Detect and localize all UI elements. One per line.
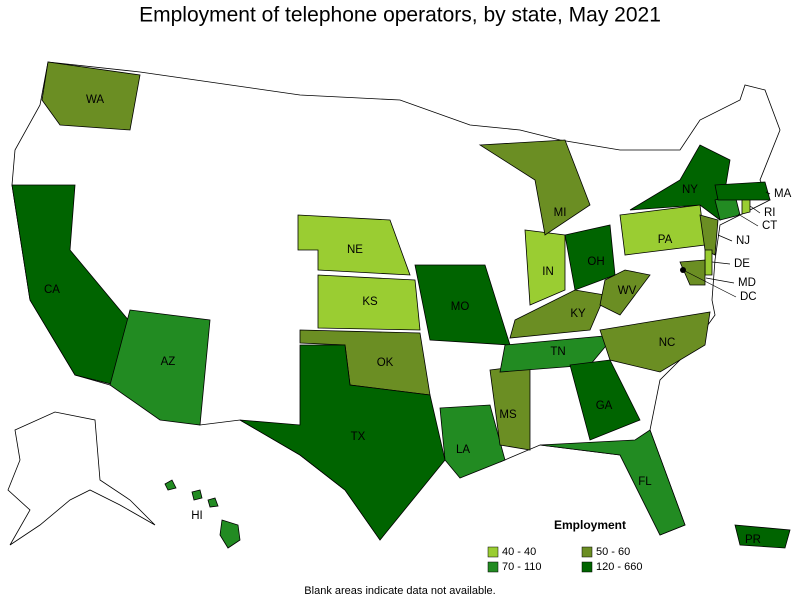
state-label: GA [596, 400, 613, 412]
state-label: PR [745, 534, 761, 546]
state-label: CA [44, 284, 60, 296]
state-label: MS [499, 409, 517, 421]
state [297, 214, 411, 276]
legend-label: 50 - 60 [596, 546, 630, 558]
state-label: RI [764, 207, 776, 219]
state [109, 309, 211, 426]
state [41, 61, 141, 131]
state [599, 311, 711, 373]
leader-line [682, 269, 737, 298]
legend-label: 70 - 110 [502, 561, 542, 573]
state-label: PA [658, 234, 673, 246]
state-label: NC [659, 337, 676, 349]
leader-line [765, 191, 771, 195]
legend-swatch [487, 546, 499, 558]
state-label: NE [347, 244, 363, 256]
state [699, 214, 719, 256]
state-label: MI [554, 207, 567, 219]
legend-label: 120 - 660 [596, 561, 642, 573]
state-label: LA [456, 444, 470, 456]
state [524, 229, 566, 306]
state-label: DE [734, 258, 750, 270]
state-label: MO [451, 301, 470, 313]
state-label: WV [618, 285, 637, 297]
legend-swatch [487, 561, 499, 573]
state-label: FL [638, 476, 652, 488]
state [317, 274, 421, 331]
state [239, 344, 446, 541]
state-label: AZ [161, 356, 176, 368]
state [714, 181, 771, 201]
state [207, 497, 219, 508]
leader-line [717, 234, 733, 242]
state-label: HI [191, 510, 203, 522]
state-label: TN [550, 346, 565, 358]
state [704, 249, 713, 276]
leader-line [737, 213, 759, 227]
state [191, 489, 203, 501]
state [509, 289, 606, 339]
state-label: OH [587, 256, 604, 268]
state [599, 269, 651, 316]
alaska-outline [7, 411, 156, 546]
state-label: WA [86, 94, 104, 106]
state-label: TX [351, 431, 366, 443]
state [679, 259, 706, 286]
state-label: MA [774, 188, 792, 200]
state [734, 524, 791, 549]
leader-line [749, 205, 761, 214]
legend-swatch [581, 561, 593, 573]
state [569, 359, 641, 441]
state [439, 404, 506, 479]
legend-label: 40 - 40 [502, 546, 536, 558]
state [629, 144, 731, 221]
state-label: IN [542, 266, 554, 278]
legend-swatch [581, 546, 593, 558]
state-label: NY [682, 184, 698, 196]
state-label: DC [740, 291, 757, 303]
state [539, 429, 686, 536]
state [219, 519, 241, 549]
map-title: Employment of telephone operators, by st… [139, 4, 661, 27]
state-label: KY [570, 308, 586, 320]
state [164, 479, 177, 491]
state-label: KS [362, 296, 378, 308]
leader-line [711, 261, 731, 265]
state-label: MD [738, 277, 756, 289]
state-label: NJ [736, 235, 750, 247]
leader-line [705, 277, 735, 284]
note: Blank areas indicate data not available. [304, 585, 495, 597]
state [478, 139, 591, 236]
state-label: OK [377, 357, 394, 369]
legend-title: Employment [554, 518, 626, 532]
state-label: CT [762, 220, 777, 232]
